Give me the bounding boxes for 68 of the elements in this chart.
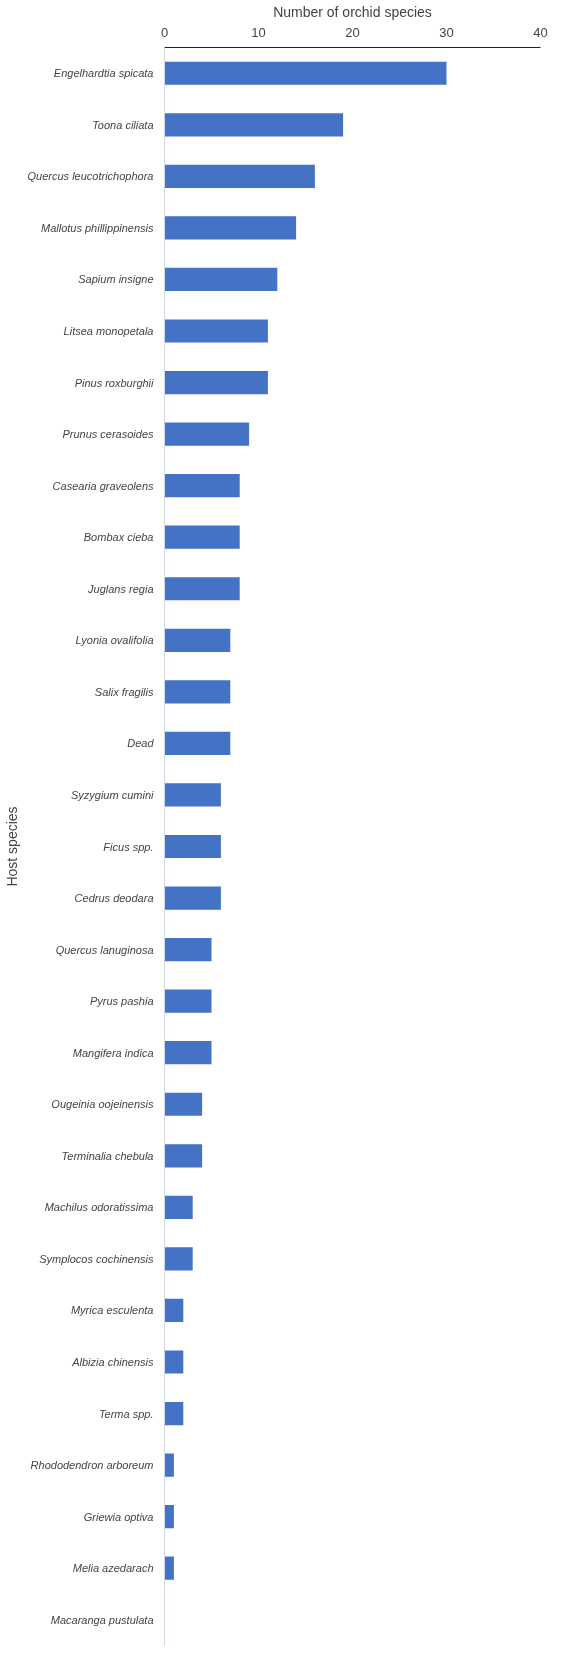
bar bbox=[164, 1453, 174, 1477]
bar bbox=[164, 1195, 193, 1219]
bar bbox=[164, 783, 221, 807]
bar bbox=[164, 1041, 212, 1065]
y-tick-label: Toona ciliata bbox=[92, 118, 154, 131]
bar bbox=[164, 834, 221, 859]
y-tick-label: Pyrus pashia bbox=[89, 995, 154, 1008]
y-tick-label: Macaranga pustulata bbox=[50, 1613, 154, 1626]
y-tick-label: Symplocos cochinensis bbox=[39, 1252, 154, 1265]
y-tick-label: Melia azedarach bbox=[72, 1562, 154, 1575]
y-tick-label: Albizia chinensis bbox=[71, 1355, 154, 1368]
y-tick-label: Terma spp. bbox=[98, 1407, 154, 1420]
bar bbox=[164, 886, 221, 910]
bar bbox=[164, 1298, 184, 1323]
bar bbox=[164, 267, 278, 292]
y-tick-label: Griewia optiva bbox=[83, 1510, 154, 1523]
bar bbox=[164, 938, 212, 962]
y-tick-label: Quercus lanuginosa bbox=[55, 943, 154, 956]
bar bbox=[164, 1505, 174, 1529]
y-tick-label: Quercus leucotrichophora bbox=[27, 170, 154, 183]
bar bbox=[164, 1247, 193, 1271]
y-tick-label: Dead bbox=[127, 737, 155, 750]
bar bbox=[164, 1144, 203, 1168]
y-tick-label: Bombax cieba bbox=[83, 531, 154, 544]
bar bbox=[164, 1092, 203, 1116]
y-tick-label: Prunus cerasoides bbox=[62, 428, 154, 441]
bar bbox=[164, 61, 447, 85]
y-tick-label: Ougeinia oojeinensis bbox=[51, 1098, 154, 1111]
x-tick-label: 20 bbox=[345, 24, 360, 40]
x-tick-label: 40 bbox=[533, 24, 548, 40]
y-tick-label: Casearia graveolens bbox=[52, 479, 154, 492]
y-tick-label: Machilus odoratissima bbox=[44, 1201, 154, 1214]
x-tick-label: 10 bbox=[251, 24, 266, 40]
y-tick-label: Sapium insigne bbox=[78, 273, 154, 286]
bar bbox=[164, 319, 268, 343]
y-tick-label: Litsea monopetala bbox=[63, 325, 154, 338]
bar bbox=[164, 474, 240, 498]
x-tick-label: 0 bbox=[160, 24, 169, 40]
bar bbox=[164, 164, 315, 188]
bar bbox=[164, 422, 250, 446]
y-tick-label: Juglans regia bbox=[87, 582, 154, 595]
y-tick-label: Lyonia ovalifolia bbox=[75, 634, 154, 647]
y-tick-label: Terminalia chebula bbox=[61, 1149, 154, 1162]
y-tick-label: Engelhardtia spicata bbox=[53, 67, 154, 80]
y-tick-label: Mallotus phillippinensis bbox=[41, 221, 154, 234]
y-tick-label: Salix fragilis bbox=[94, 685, 154, 698]
bar bbox=[164, 731, 231, 755]
bar bbox=[164, 577, 240, 601]
bar bbox=[164, 525, 240, 549]
bar bbox=[164, 1401, 184, 1426]
x-tick-label: 30 bbox=[439, 24, 454, 40]
y-tick-label: Ficus spp. bbox=[103, 840, 154, 853]
bar bbox=[164, 680, 231, 704]
bar bbox=[164, 370, 268, 395]
bar bbox=[164, 216, 297, 240]
bar bbox=[164, 1556, 174, 1580]
y-tick-label: Mangifera indica bbox=[72, 1046, 154, 1059]
y-tick-label: Cedrus deodara bbox=[74, 892, 154, 905]
y-tick-label: Myrica esculenta bbox=[70, 1304, 154, 1317]
x-axis-title: Number of orchid species bbox=[273, 3, 432, 20]
bar bbox=[164, 628, 231, 652]
y-tick-label: Rhododendron arboreum bbox=[30, 1459, 154, 1472]
bar bbox=[164, 989, 212, 1013]
y-tick-label: Syzygium cumini bbox=[70, 788, 155, 801]
y-tick-label: Pinus roxburghii bbox=[74, 376, 155, 389]
y-axis-title: Host species bbox=[3, 806, 20, 887]
bar bbox=[164, 113, 344, 137]
bar bbox=[164, 1350, 184, 1374]
